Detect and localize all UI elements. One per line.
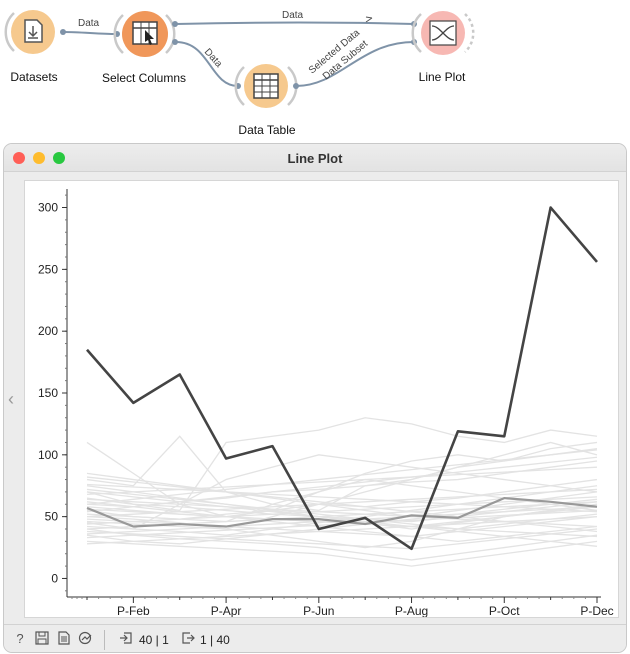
node-label-data-table: Data Table <box>238 123 296 137</box>
selected-series-line[interactable] <box>86 206 598 551</box>
background-series-line[interactable] <box>86 456 598 513</box>
line-plot-window: Line Plot ‹ 0 50 100 150 200 250 300 P-Feb P-Apr… <box>3 143 627 653</box>
window-titlebar[interactable]: Line Plot <box>4 144 626 172</box>
node-line-plot[interactable] <box>411 11 475 55</box>
minimize-window-button[interactable] <box>33 152 45 164</box>
background-series-line[interactable] <box>86 488 598 530</box>
y-tick-label: 250 <box>38 262 58 276</box>
zoom-window-button[interactable] <box>53 152 65 164</box>
background-series-line[interactable] <box>86 528 598 561</box>
node-label-select-columns: Select Columns <box>101 71 187 85</box>
background-series-line[interactable] <box>86 540 598 567</box>
output-summary: 1 | 40 <box>200 633 230 647</box>
background-series-line[interactable] <box>86 483 598 513</box>
background-series-line[interactable] <box>86 454 598 530</box>
help-icon[interactable]: ? <box>16 631 24 646</box>
background-series-line[interactable] <box>86 417 598 512</box>
background-series-line[interactable] <box>86 449 598 505</box>
x-tick-label: P-Oct <box>489 604 520 617</box>
background-series-line[interactable] <box>86 528 598 550</box>
link-arrow-icon <box>365 16 373 23</box>
background-series-line[interactable] <box>86 506 598 535</box>
background-series-line[interactable] <box>86 488 598 518</box>
save-icon[interactable] <box>34 631 50 647</box>
data-table-icon <box>253 73 279 99</box>
background-series-line[interactable] <box>86 496 598 525</box>
background-series-line[interactable] <box>86 476 598 533</box>
node-datasets[interactable] <box>4 10 66 54</box>
background-series-line[interactable] <box>86 491 598 547</box>
workflow-canvas: Data Data Data Selected Data Data Subset <box>0 0 630 142</box>
y-tick-label: 0 <box>51 571 58 585</box>
background-series-line[interactable] <box>86 498 598 545</box>
workflow-links-svg: Data Data Data Selected Data Data Subset <box>4 10 475 108</box>
visualize-icon[interactable] <box>78 631 94 647</box>
status-separator <box>104 630 105 650</box>
node-select-columns[interactable] <box>113 11 178 57</box>
line-plot-icon <box>429 20 457 46</box>
collapse-panel-chevron-icon[interactable]: ‹ <box>8 389 14 409</box>
background-series-line[interactable] <box>86 472 598 518</box>
mean-series-line[interactable] <box>86 496 598 528</box>
status-bar: ? 40 | 1 1 | 40 <box>4 624 626 652</box>
y-tick-label: 200 <box>38 324 58 338</box>
background-series-line[interactable] <box>86 515 598 545</box>
output-icon <box>180 631 196 647</box>
x-tick-label: P-Aug <box>395 604 428 617</box>
link-label-data-2: Data <box>282 10 304 21</box>
select-columns-icon <box>132 21 158 45</box>
report-icon[interactable] <box>56 631 72 647</box>
background-series-line[interactable] <box>86 466 598 496</box>
line-chart[interactable]: 0 50 100 150 200 250 300 P-Feb P-Apr P-Jun P-Aug P-… <box>25 181 618 618</box>
background-series-line[interactable] <box>86 501 598 543</box>
datasets-icon <box>24 19 43 43</box>
y-tick-label: 300 <box>38 201 58 215</box>
close-window-button[interactable] <box>13 152 25 164</box>
input-summary: 40 | 1 <box>139 633 169 647</box>
y-tick-label: 150 <box>38 386 58 400</box>
x-tick-label: P-Jun <box>303 604 334 617</box>
node-label-datasets: Datasets <box>10 70 58 84</box>
node-data-table[interactable] <box>234 64 299 108</box>
window-title: Line Plot <box>287 151 343 166</box>
plot-panel[interactable]: 0 50 100 150 200 250 300 P-Feb P-Apr P-Jun P-Aug P-… <box>24 180 619 618</box>
node-label-line-plot: Line Plot <box>418 70 466 84</box>
link-datasets-select[interactable] <box>63 31 117 35</box>
x-tick-label: P-Apr <box>211 604 242 617</box>
link-select-table[interactable] <box>175 41 239 87</box>
x-tick-label: P-Feb <box>117 604 150 617</box>
link-table-lineplot[interactable] <box>295 41 415 87</box>
y-tick-label: 100 <box>38 448 58 462</box>
link-label-data-1: Data <box>78 18 100 29</box>
y-tick-label: 50 <box>45 510 59 524</box>
link-select-lineplot[interactable] <box>175 21 415 25</box>
x-tick-label: P-Dec <box>580 604 613 617</box>
input-icon <box>118 631 134 647</box>
